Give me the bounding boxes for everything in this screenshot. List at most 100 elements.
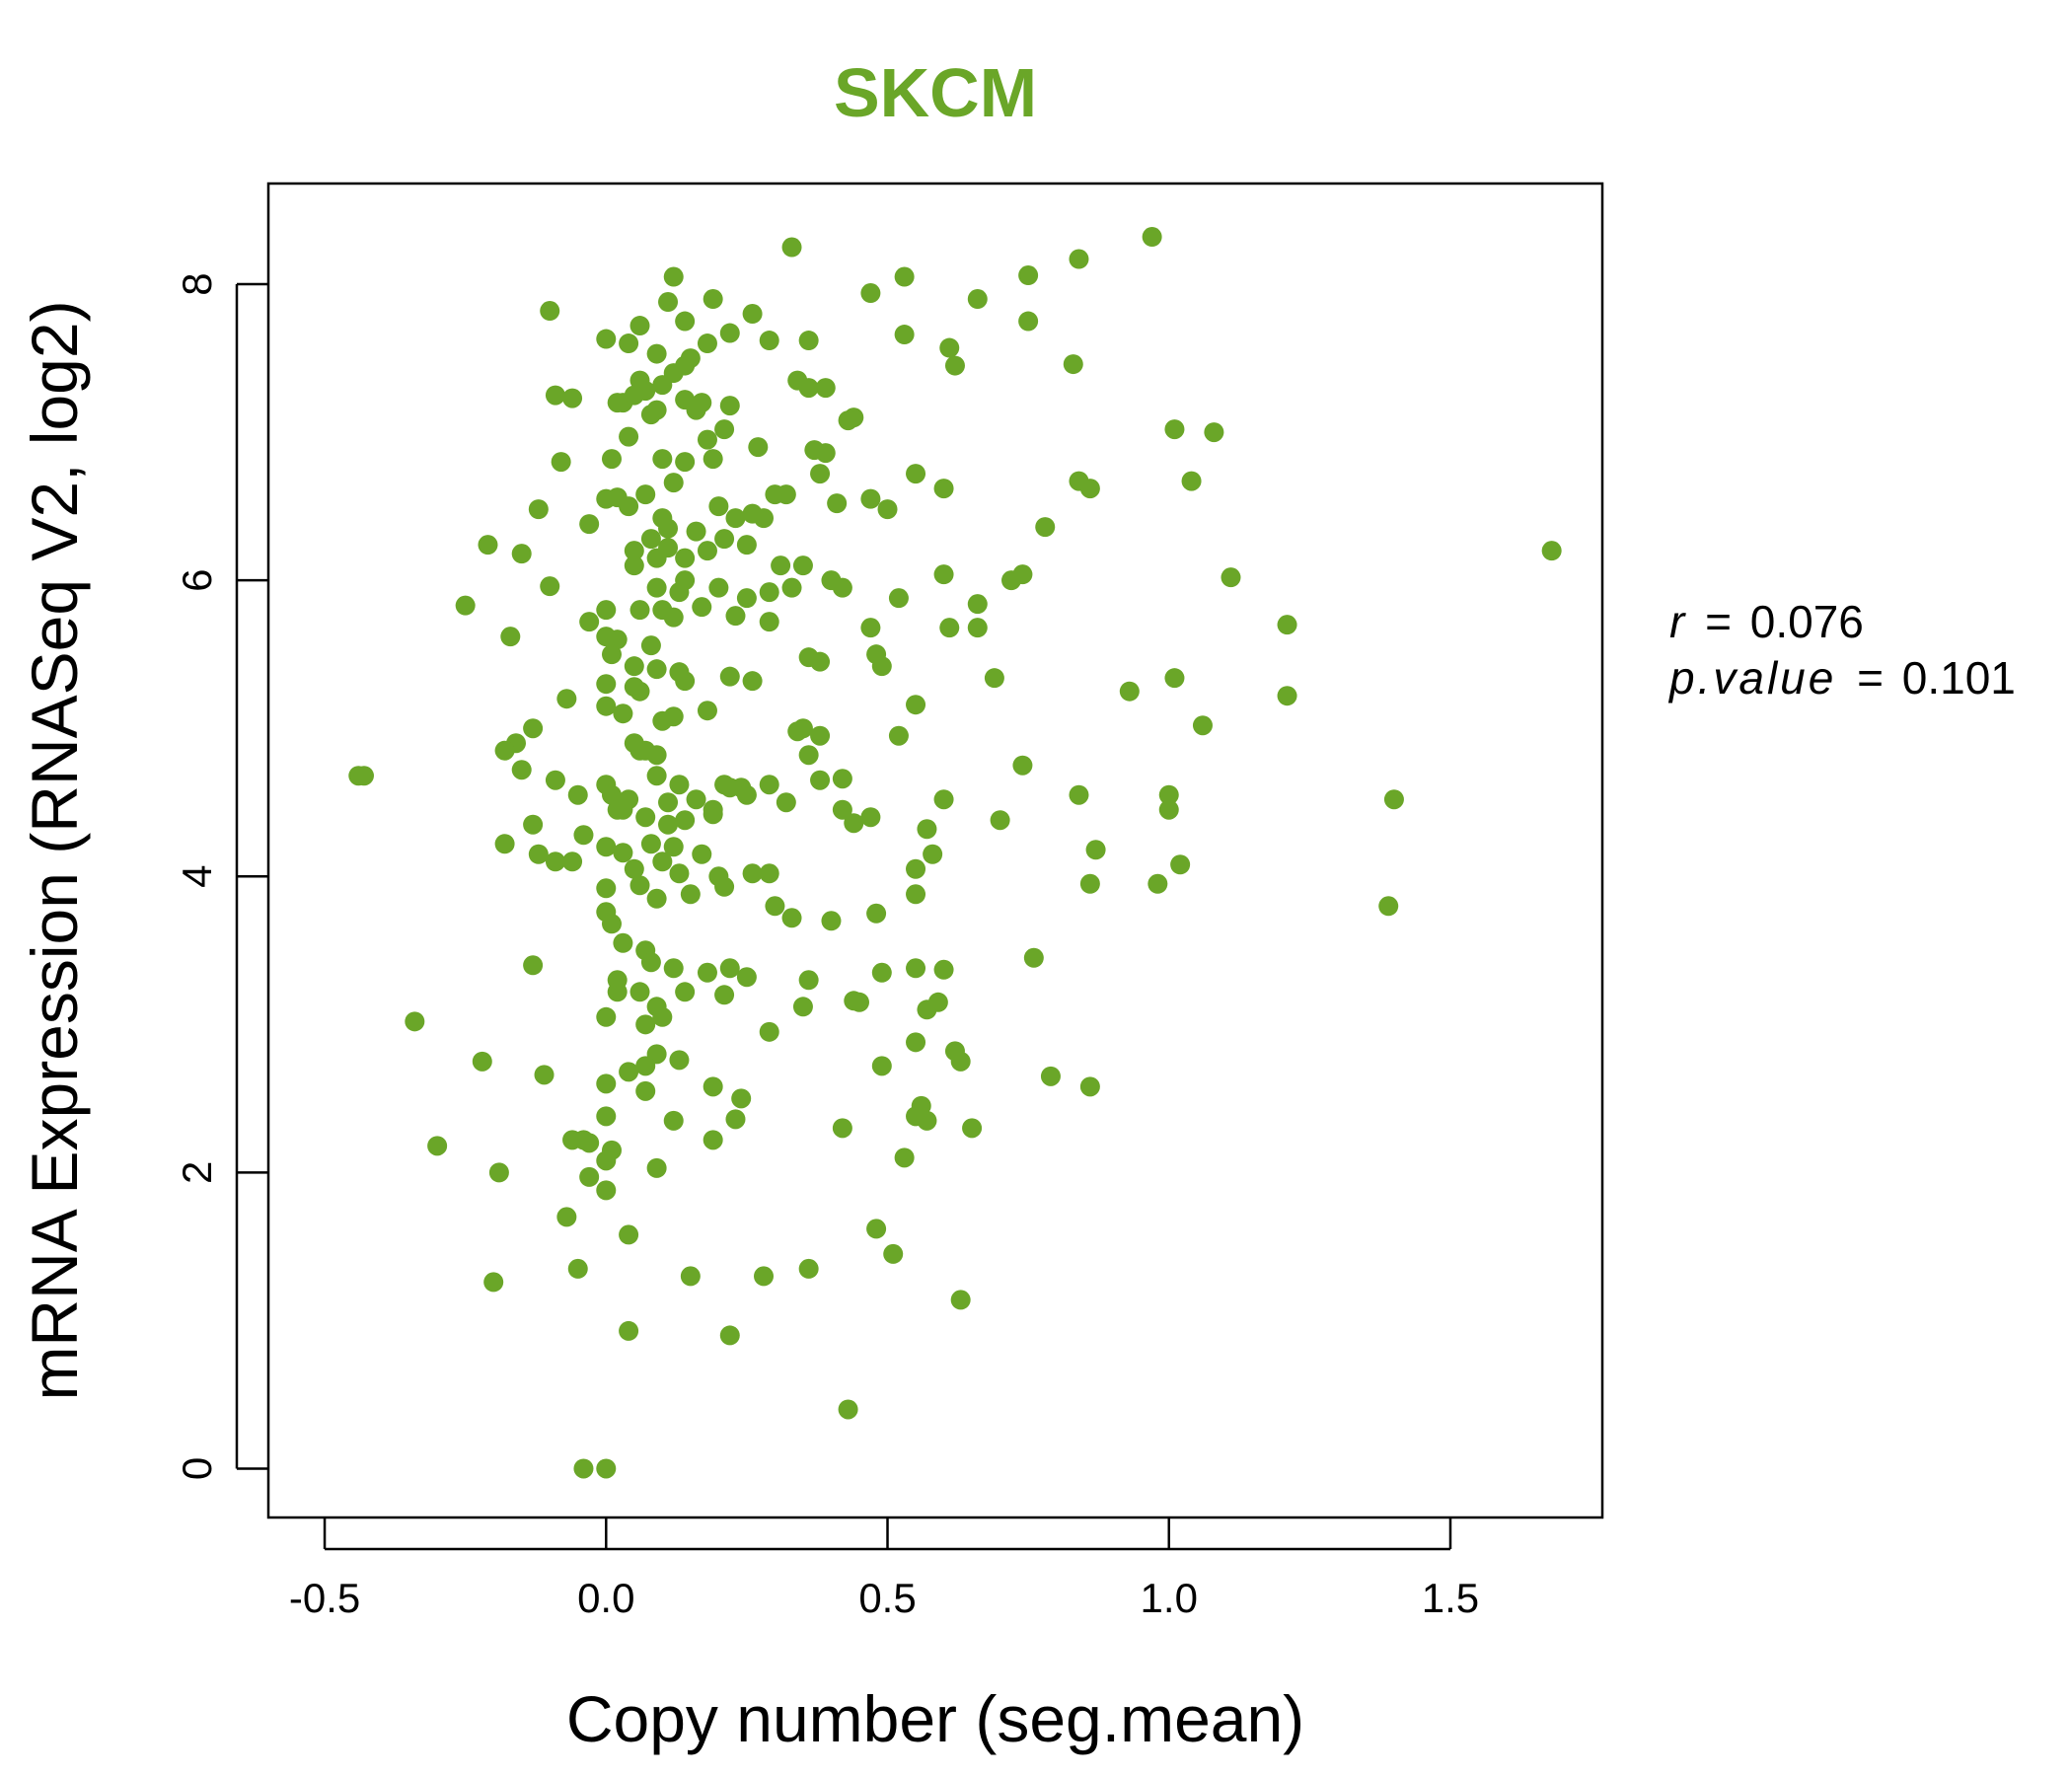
data-point: [939, 618, 960, 638]
data-point: [680, 1266, 701, 1287]
data-point: [613, 932, 633, 953]
data-point: [573, 825, 594, 846]
data-point: [906, 958, 926, 979]
data-point: [906, 1032, 926, 1053]
data-point: [708, 577, 729, 598]
data-point: [607, 629, 628, 650]
data-point: [1063, 354, 1083, 375]
data-point: [844, 813, 864, 834]
data-point: [635, 1014, 656, 1035]
data-point: [703, 449, 723, 470]
data-point: [646, 888, 667, 909]
data-point: [1085, 840, 1106, 860]
data-point: [680, 884, 701, 905]
data-point: [567, 784, 588, 805]
data-point: [787, 721, 808, 742]
data-point: [652, 375, 673, 396]
data-point: [511, 544, 532, 564]
data-point: [1069, 784, 1089, 805]
data-point: [719, 666, 740, 687]
data-point: [624, 555, 644, 576]
data-point: [1012, 755, 1033, 776]
data-point: [815, 378, 836, 399]
data-point: [652, 1006, 673, 1027]
data-point: [748, 437, 769, 458]
data-point: [629, 600, 650, 621]
data-point: [663, 1110, 684, 1131]
data-point: [792, 997, 813, 1017]
data-point: [573, 1458, 594, 1479]
data-point: [596, 696, 617, 716]
data-point: [596, 1073, 617, 1094]
data-point: [714, 529, 735, 550]
data-point: [669, 582, 690, 603]
data-point: [860, 488, 881, 509]
data-point: [832, 1118, 852, 1139]
y-tick-label: 8: [174, 272, 220, 295]
data-point: [624, 541, 644, 561]
data-point: [781, 237, 802, 258]
data-point: [348, 766, 369, 786]
data-point: [579, 514, 600, 535]
data-point: [1158, 784, 1179, 805]
data-point: [686, 521, 706, 542]
p-label: p.value: [1667, 652, 1836, 703]
data-point: [815, 443, 836, 464]
data-point: [619, 426, 639, 447]
data-point: [405, 1011, 425, 1032]
data-point: [866, 1219, 887, 1239]
data-point: [703, 1076, 723, 1097]
y-axis-title: mRNA Expression (RNASeq V2, log2): [18, 300, 91, 1400]
data-point: [523, 814, 544, 835]
data-point: [736, 535, 757, 555]
data-point: [742, 863, 763, 884]
data-point: [624, 656, 644, 677]
data-point: [1147, 873, 1168, 894]
data-point: [540, 301, 560, 322]
data-point: [866, 903, 887, 924]
plot-frame: [266, 182, 1604, 1519]
data-point: [725, 508, 746, 529]
data-point: [719, 958, 740, 979]
r-value: 0.076: [1750, 596, 1864, 647]
data-point: [596, 1150, 617, 1171]
data-point: [686, 789, 706, 810]
data-point: [871, 656, 892, 677]
data-point: [871, 1056, 892, 1076]
data-point: [1221, 567, 1241, 588]
data-point: [675, 982, 696, 1002]
data-point: [1277, 686, 1297, 706]
data-point: [714, 876, 735, 897]
data-point: [827, 493, 848, 514]
data-point: [950, 1051, 971, 1072]
data-point: [528, 499, 549, 520]
data-point: [646, 343, 667, 364]
data-point: [663, 837, 684, 857]
data-point: [849, 992, 869, 1012]
data-point: [619, 1062, 639, 1082]
data-point: [646, 577, 667, 598]
data-point: [562, 851, 583, 872]
data-point: [888, 725, 909, 746]
data-point: [658, 292, 679, 313]
data-point: [906, 858, 926, 879]
data-point: [877, 499, 898, 520]
data-point: [719, 1325, 740, 1346]
data-point: [950, 1290, 971, 1310]
data-point: [759, 863, 779, 884]
data-point: [894, 1147, 915, 1168]
x-tick-label: 1.5: [1422, 1575, 1479, 1621]
data-point: [923, 844, 943, 864]
data-point: [663, 266, 684, 287]
data-point: [1158, 799, 1179, 820]
data-point: [742, 304, 763, 325]
data-point: [1035, 517, 1056, 538]
data-point: [725, 606, 746, 627]
data-point: [596, 1106, 617, 1127]
data-point: [697, 429, 717, 450]
data-point: [540, 576, 560, 597]
data-point: [596, 837, 617, 857]
data-point: [1541, 541, 1562, 561]
data-point: [776, 792, 796, 813]
chart-title: SKCM: [834, 54, 1037, 131]
